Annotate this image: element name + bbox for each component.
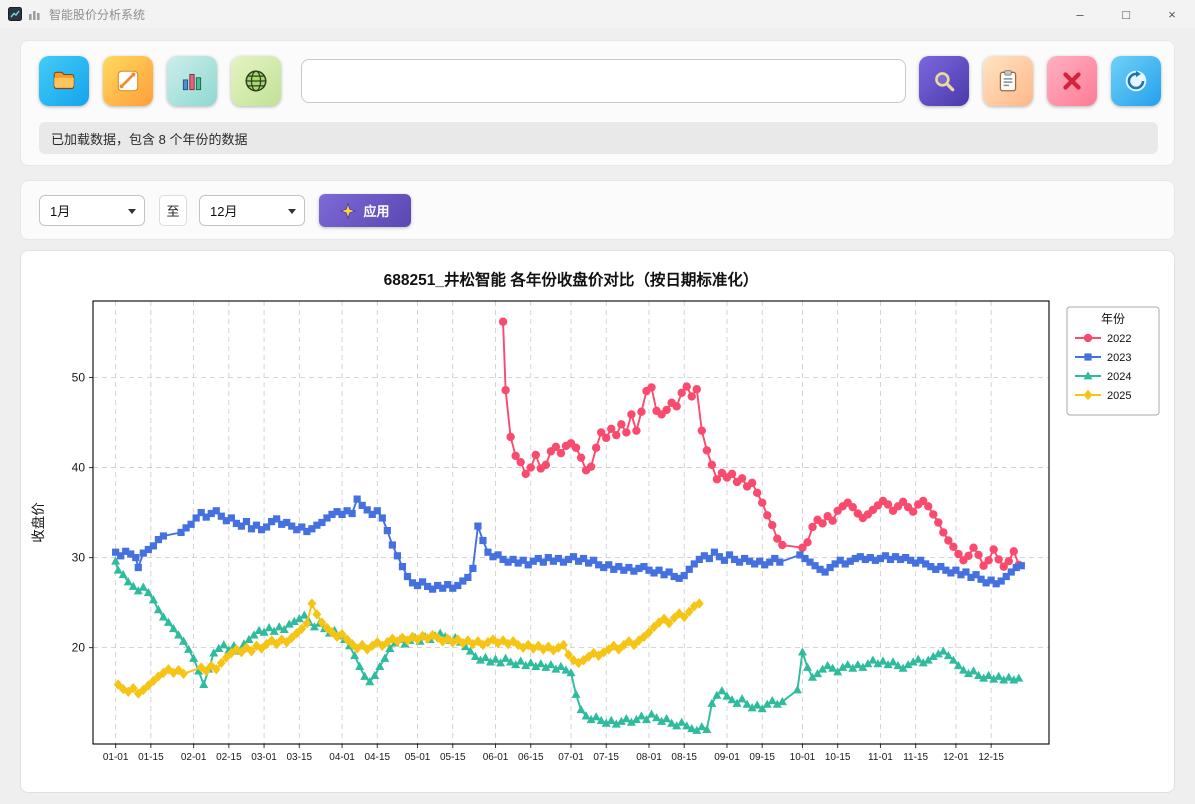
- svg-text:05-15: 05-15: [440, 752, 466, 763]
- svg-text:09-01: 09-01: [714, 752, 740, 763]
- status-bar: 已加载数据，包含 8 个年份的数据: [39, 122, 1158, 154]
- status-text: 已加载数据，包含 8 个年份的数据: [51, 131, 248, 147]
- chart-title: 688251_井松智能 各年份收盘价对比（按日期标准化）: [384, 270, 759, 289]
- sparkle-icon: [340, 202, 357, 219]
- svg-text:06-15: 06-15: [518, 752, 544, 763]
- svg-text:02-01: 02-01: [181, 752, 207, 763]
- range-to-text: 至: [166, 204, 180, 219]
- clear-button[interactable]: [1047, 56, 1097, 106]
- apply-button-label: 应用: [363, 204, 390, 219]
- svg-text:04-01: 04-01: [329, 752, 355, 763]
- svg-text:04-15: 04-15: [364, 752, 390, 763]
- svg-text:2025: 2025: [1107, 390, 1131, 402]
- chevron-down-icon: [288, 209, 296, 214]
- svg-text:12-01: 12-01: [943, 752, 969, 763]
- clipboard-icon: [999, 70, 1017, 92]
- close-x-icon: [1063, 72, 1081, 90]
- start-month-select[interactable]: 1月: [39, 195, 145, 226]
- svg-text:2023: 2023: [1107, 352, 1131, 364]
- maximize-button[interactable]: □: [1122, 6, 1130, 22]
- grid-lines: 01-01 01-15 02-01 02-15 03-01 03-15 04-01 04-15…: [72, 301, 1049, 763]
- svg-text:05-01: 05-01: [405, 752, 431, 763]
- app-icon-group: [8, 7, 41, 21]
- series-2023: [112, 495, 1025, 593]
- svg-text:20: 20: [72, 641, 86, 655]
- svg-text:09-15: 09-15: [749, 752, 775, 763]
- svg-text:02-15: 02-15: [216, 752, 242, 763]
- svg-text:2024: 2024: [1107, 371, 1131, 383]
- filter-panel: 1月 至 12月 应用: [20, 180, 1175, 240]
- search-button[interactable]: [919, 56, 969, 106]
- title-bar: 智能股价分析系统 – □ ×: [0, 0, 1195, 28]
- window-controls: – □ ×: [1057, 0, 1195, 28]
- file-path-input[interactable]: [301, 59, 906, 103]
- svg-text:03-01: 03-01: [251, 752, 277, 763]
- series-2022: [498, 317, 1024, 571]
- open-file-button[interactable]: [39, 56, 89, 106]
- svg-text:40: 40: [72, 461, 86, 475]
- closing-price-comparison-chart: 01-01 01-15 02-01 02-15 03-01 03-15 04-01 04-15…: [30, 270, 1160, 763]
- svg-text:10-15: 10-15: [825, 752, 851, 763]
- window-title: 智能股价分析系统: [49, 7, 146, 22]
- chart-badge-icon: [29, 10, 40, 20]
- magnifier-icon: [935, 72, 955, 92]
- svg-text:10-01: 10-01: [790, 752, 816, 763]
- bar-chart-button[interactable]: [167, 56, 217, 106]
- toolbar-panel: 已加载数据，包含 8 个年份的数据: [20, 40, 1175, 166]
- svg-text:01-01: 01-01: [103, 752, 129, 763]
- y-axis-label: 收盘价: [30, 502, 46, 543]
- svg-text:11-15: 11-15: [903, 752, 928, 763]
- svg-text:50: 50: [72, 371, 86, 385]
- close-button[interactable]: ×: [1168, 6, 1176, 22]
- svg-text:07-01: 07-01: [558, 752, 584, 763]
- end-month-value: 12月: [210, 204, 238, 219]
- globe-icon: [245, 70, 267, 92]
- svg-text:2022: 2022: [1107, 333, 1131, 345]
- chart-panel: 01-01 01-15 02-01 02-15 03-01 03-15 04-01 04-15…: [20, 250, 1175, 793]
- refresh-button[interactable]: [1111, 56, 1161, 106]
- folder-icon: [53, 71, 75, 90]
- refresh-icon: [1125, 70, 1147, 92]
- svg-text:08-01: 08-01: [636, 752, 662, 763]
- report-button[interactable]: [983, 56, 1033, 106]
- line-chart-button[interactable]: [103, 56, 153, 106]
- app-logo-icon: [8, 7, 22, 21]
- range-to-label: 至: [159, 195, 187, 226]
- chart-legend: 年份 2022 2023 2024 2025: [1066, 306, 1160, 416]
- legend-title: 年份: [1101, 312, 1125, 326]
- svg-text:08-15: 08-15: [671, 752, 697, 763]
- start-month-value: 1月: [50, 204, 71, 219]
- svg-text:07-15: 07-15: [593, 752, 619, 763]
- svg-text:01-15: 01-15: [138, 752, 164, 763]
- svg-text:12-15: 12-15: [978, 752, 1004, 763]
- svg-text:06-01: 06-01: [483, 752, 509, 763]
- bar-chart-icon: [182, 74, 202, 91]
- line-chart-icon: [117, 70, 139, 92]
- apply-button[interactable]: 应用: [319, 194, 411, 227]
- web-data-button[interactable]: [231, 56, 281, 106]
- minimize-button[interactable]: –: [1076, 6, 1084, 22]
- end-month-select[interactable]: 12月: [199, 195, 305, 226]
- svg-text:11-01: 11-01: [868, 752, 893, 763]
- svg-text:03-15: 03-15: [287, 752, 313, 763]
- svg-text:30: 30: [72, 551, 86, 565]
- chevron-down-icon: [128, 209, 136, 214]
